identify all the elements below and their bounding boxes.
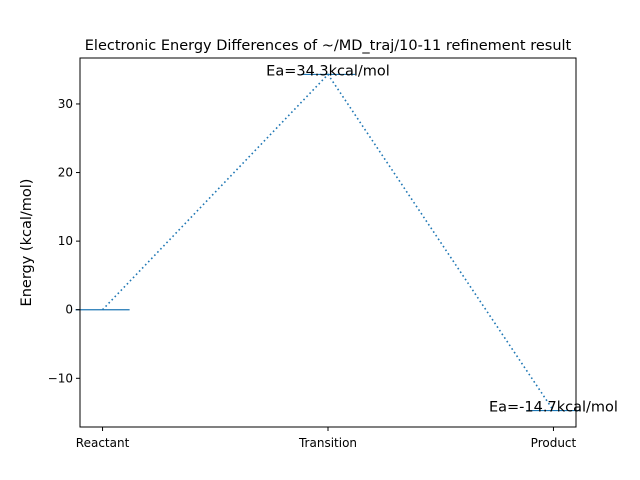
- y-tick-label: −10: [48, 371, 73, 385]
- y-tick-label: 20: [58, 166, 73, 180]
- y-axis-label: Energy (kcal/mol): [19, 179, 35, 307]
- chart-title: Electronic Energy Differences of ~/MD_tr…: [85, 38, 572, 54]
- annotation-1: Ea=34.3kcal/mol: [266, 63, 390, 79]
- y-tick-label: 30: [58, 97, 73, 111]
- y-tick-label: 10: [58, 234, 73, 248]
- annotation-2: Ea=-14.7kcal/mol: [489, 400, 618, 416]
- y-tick-label: 0: [65, 303, 73, 317]
- x-tick-label-transition: Transition: [298, 436, 357, 450]
- x-tick-label-reactant: Reactant: [76, 436, 130, 450]
- plot-frame: [79, 57, 577, 428]
- x-tick-label-product: Product: [531, 436, 577, 450]
- plot-area: [80, 58, 576, 427]
